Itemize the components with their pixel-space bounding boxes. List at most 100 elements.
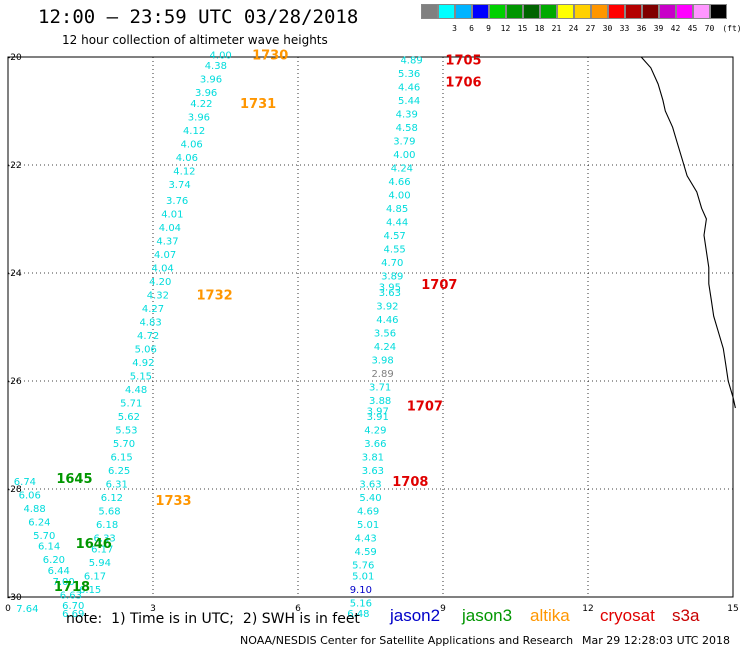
scale-label: 39 bbox=[653, 24, 664, 33]
scale-swatch bbox=[472, 4, 489, 19]
swh-value: 5.70 bbox=[33, 531, 55, 542]
swh-value: 4.06 bbox=[176, 153, 198, 164]
swh-value: 4.83 bbox=[139, 318, 161, 329]
swh-value: 6.17 bbox=[91, 544, 113, 555]
scale-label: 42 bbox=[670, 24, 681, 33]
scale-swatch bbox=[506, 4, 523, 19]
swh-value: 4.46 bbox=[376, 315, 398, 326]
scale-label: 27 bbox=[585, 24, 596, 33]
swh-value: 3.63 bbox=[362, 466, 384, 477]
swh-value: 7.64 bbox=[16, 604, 38, 615]
swh-value: 4.00 bbox=[393, 150, 415, 161]
scale-swatch bbox=[659, 4, 676, 19]
swh-value: 6.24 bbox=[28, 517, 50, 528]
satellite-legend-item: jason3 bbox=[462, 606, 513, 625]
swh-value: 3.98 bbox=[371, 355, 393, 366]
swh-value: 4.12 bbox=[183, 126, 205, 137]
track-time-label: 1730 bbox=[252, 48, 288, 63]
map-frame bbox=[7, 56, 734, 598]
swh-value: 3.92 bbox=[376, 301, 398, 312]
track-time-label: 1646 bbox=[76, 537, 112, 552]
swh-value: 4.58 bbox=[396, 123, 418, 134]
scale-swatch bbox=[421, 4, 438, 19]
scale-swatch bbox=[710, 4, 727, 19]
scale-swatch bbox=[557, 4, 574, 19]
swh-value: 4.69 bbox=[357, 507, 379, 518]
swh-value: 4.85 bbox=[386, 204, 408, 215]
lon-tick-label: 9 bbox=[440, 604, 446, 614]
swh-value: 4.59 bbox=[355, 547, 377, 558]
swh-value: 3.96 bbox=[188, 112, 210, 123]
swh-value: 4.88 bbox=[23, 504, 45, 515]
swh-value: 3.76 bbox=[166, 196, 188, 207]
swh-value: 6.70 bbox=[62, 601, 84, 612]
swh-value: 3.63 bbox=[359, 480, 381, 491]
scale-label: 21 bbox=[551, 24, 562, 33]
swh-value: 6.74 bbox=[14, 477, 36, 488]
lat-tick-label: -22 bbox=[7, 161, 22, 171]
scale-label: 6 bbox=[469, 24, 474, 33]
track-time-label: 1707 bbox=[421, 278, 457, 293]
swh-value: 4.20 bbox=[149, 277, 171, 288]
swh-value: 6.48 bbox=[347, 609, 369, 620]
swh-value: 6.31 bbox=[106, 480, 128, 491]
scale-swatch bbox=[540, 4, 557, 19]
lon-tick-label: 15 bbox=[727, 604, 738, 614]
swh-value: 4.24 bbox=[374, 342, 396, 353]
swh-value: 4.57 bbox=[384, 231, 406, 242]
swh-value: 4.24 bbox=[391, 164, 413, 175]
swh-value: 4.06 bbox=[181, 139, 203, 150]
scale-label: 15 bbox=[517, 24, 528, 33]
scale-swatch bbox=[608, 4, 625, 19]
swh-value: 5.15 bbox=[130, 372, 152, 383]
swh-value: 7.00 bbox=[52, 577, 74, 588]
track-time-label: 1708 bbox=[392, 475, 428, 490]
swh-value: 3.74 bbox=[168, 180, 190, 191]
swh-value: 3.97 bbox=[367, 407, 389, 418]
scale-label: 33 bbox=[619, 24, 630, 33]
lon-tick-label: 3 bbox=[150, 604, 156, 614]
swh-value: 5.68 bbox=[98, 507, 120, 518]
swh-value: 4.43 bbox=[355, 534, 377, 545]
swh-value: 4.72 bbox=[137, 331, 159, 342]
swh-value: 6.06 bbox=[19, 490, 41, 501]
satellite-legend-item: altika bbox=[530, 606, 570, 625]
swh-value: 4.44 bbox=[386, 218, 408, 229]
scale-label: 12 bbox=[500, 24, 511, 33]
scale-label: 70 bbox=[704, 24, 715, 33]
satellite-legend-item: cryosat bbox=[600, 606, 655, 625]
swh-value: 3.81 bbox=[362, 453, 384, 464]
swh-value: 5.70 bbox=[113, 439, 135, 450]
scale-unit: (ft) bbox=[722, 24, 740, 33]
swh-value: 5.01 bbox=[352, 571, 374, 582]
scale-swatch bbox=[693, 4, 710, 19]
swh-value: 3.96 bbox=[195, 88, 217, 99]
lon-tick-label: 12 bbox=[582, 604, 593, 614]
swh-value: 6.17 bbox=[84, 571, 106, 582]
swh-value: 4.00 bbox=[210, 50, 232, 61]
swh-value: 6.18 bbox=[96, 520, 118, 531]
scale-label: 3 bbox=[452, 24, 457, 33]
scale-swatch bbox=[438, 4, 455, 19]
swh-value: 4.27 bbox=[142, 304, 164, 315]
swh-value: 5.44 bbox=[398, 96, 420, 107]
swh-value: 6.69 bbox=[62, 609, 84, 620]
swh-value: 3.71 bbox=[369, 382, 391, 393]
swh-value: 5.36 bbox=[398, 69, 420, 80]
scale-label: 9 bbox=[486, 24, 491, 33]
swh-value: 3.63 bbox=[379, 288, 401, 299]
color-scale-legend: 3 6 9 12 15 18 21 24 27 30 33 36 39 42 45 70 (ft) bbox=[421, 4, 740, 36]
swh-value: 6.14 bbox=[38, 542, 60, 553]
swh-value: 4.39 bbox=[396, 110, 418, 121]
swh-value: 4.07 bbox=[154, 250, 176, 261]
swh-value: 4.89 bbox=[400, 56, 422, 67]
swh-value: 4.37 bbox=[156, 237, 178, 248]
scale-swatch bbox=[642, 4, 659, 19]
satellite-legend-item: jason2 bbox=[390, 606, 441, 625]
swh-value: 5.76 bbox=[352, 561, 374, 572]
scale-label: 36 bbox=[636, 24, 647, 33]
scale-label: 18 bbox=[534, 24, 545, 33]
swh-value: 4.01 bbox=[161, 210, 183, 221]
swh-value: 3.66 bbox=[364, 439, 386, 450]
swh-value: 4.32 bbox=[147, 291, 169, 302]
